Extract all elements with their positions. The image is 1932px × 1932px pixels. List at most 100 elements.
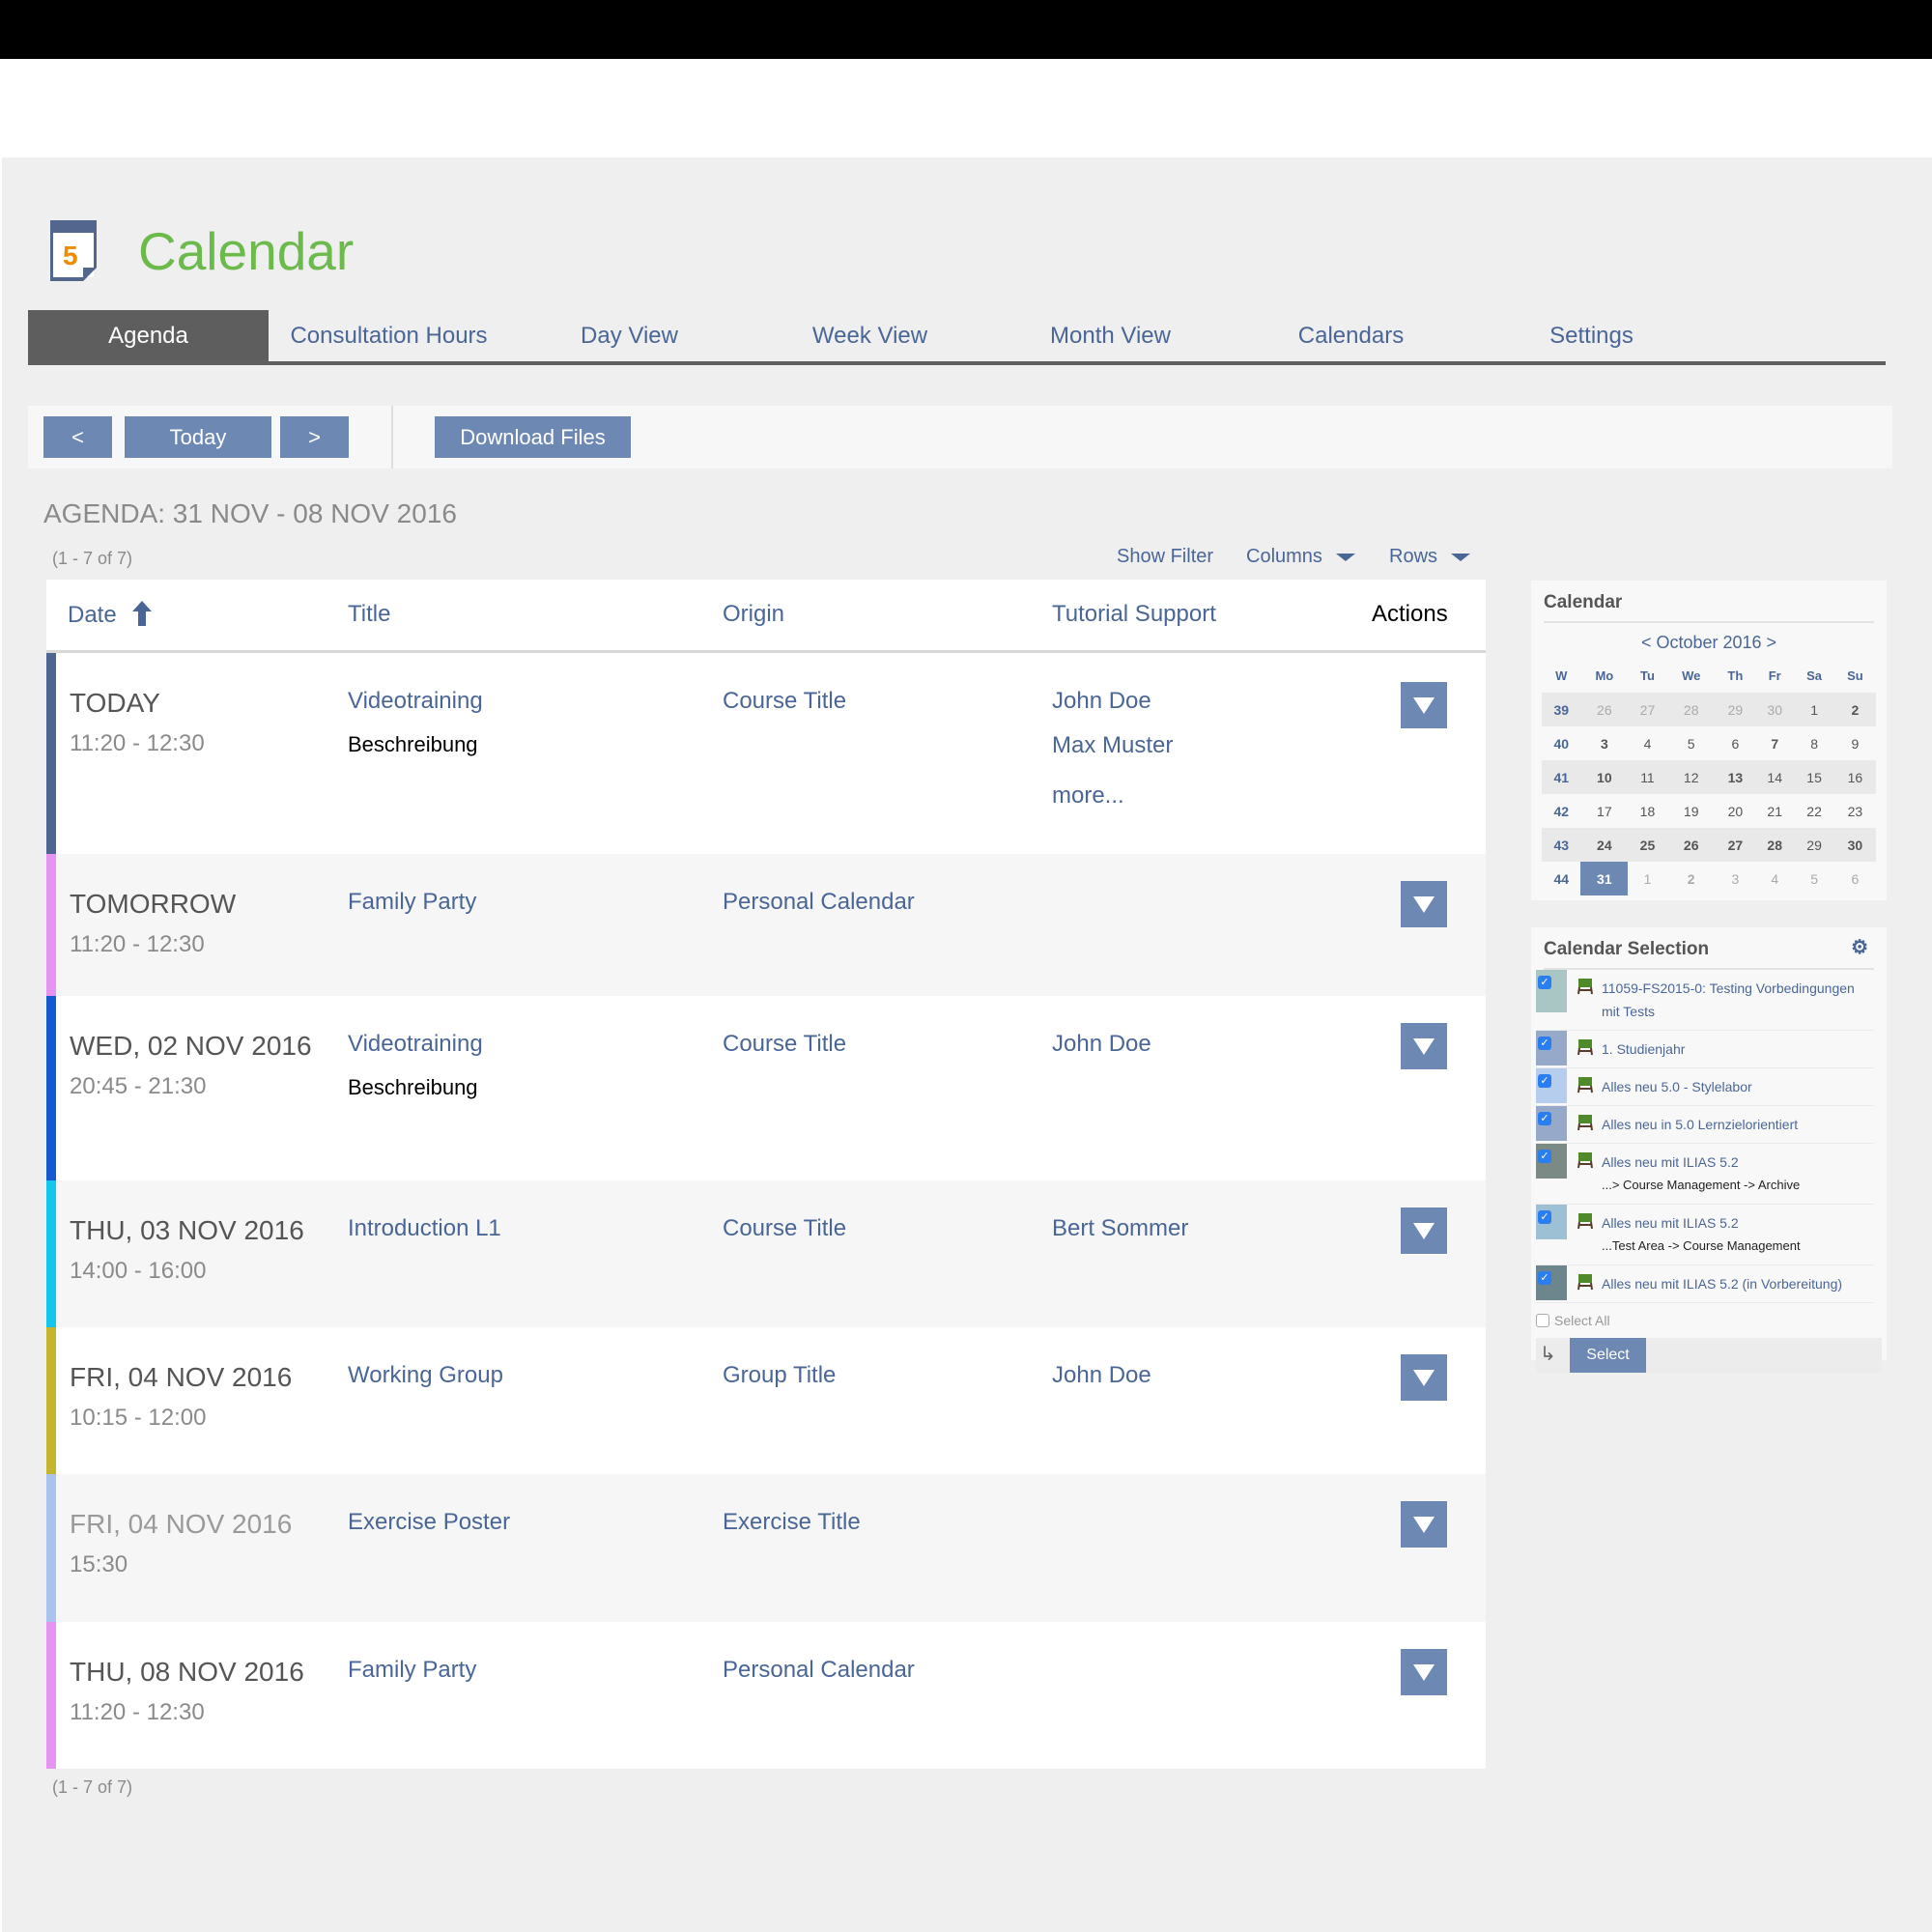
day-cell[interactable]: 2 (1833, 693, 1876, 726)
day-cell[interactable]: 30 (1833, 828, 1876, 862)
tutor-link[interactable]: John Doe (1052, 1362, 1151, 1388)
calendar-checkbox[interactable]: ✓ (1538, 1271, 1551, 1285)
show-filter-link[interactable]: Show Filter (1117, 546, 1214, 567)
day-cell[interactable]: 4 (1771, 870, 1779, 887)
calendar-name-link[interactable]: 11059-FS2015-0: Testing Vorbedingungen m… (1602, 980, 1855, 1019)
column-header-tutorial-support[interactable]: Tutorial Support (1052, 601, 1216, 627)
calendar-checkbox[interactable]: ✓ (1538, 1150, 1551, 1163)
day-cell[interactable]: 10 (1580, 760, 1629, 794)
week-number[interactable]: 41 (1542, 760, 1581, 794)
actions-dropdown-button[interactable] (1401, 682, 1447, 728)
tab-week-view[interactable]: Week View (811, 322, 928, 349)
event-origin-link[interactable]: Exercise Title (723, 1509, 861, 1535)
day-cell[interactable]: 28 (1666, 693, 1716, 726)
day-cell[interactable]: 5 (1687, 735, 1695, 752)
day-cell[interactable]: 3 (1600, 735, 1608, 752)
day-cell[interactable]: 20 (1727, 803, 1744, 819)
calendar-checkbox[interactable]: ✓ (1538, 976, 1551, 989)
tutor-link[interactable]: John Doe (1052, 688, 1151, 714)
day-cell[interactable]: 31 (1580, 862, 1629, 895)
day-cell[interactable]: 14 (1754, 760, 1795, 794)
actions-dropdown-button[interactable] (1401, 1023, 1447, 1069)
event-title-link[interactable]: Exercise Poster (348, 1509, 511, 1535)
actions-dropdown-button[interactable] (1401, 1208, 1447, 1254)
tab-consultation-hours[interactable]: Consultation Hours (290, 322, 488, 349)
day-cell[interactable]: 8 (1810, 735, 1818, 752)
tab-calendars[interactable]: Calendars (1297, 322, 1405, 349)
tab-day-view[interactable]: Day View (581, 322, 678, 349)
calendar-checkbox[interactable]: ✓ (1538, 1210, 1551, 1224)
next-button[interactable]: > (280, 416, 349, 458)
month-navigation[interactable]: < October 2016 > (1640, 633, 1777, 652)
day-cell[interactable]: 15 (1794, 760, 1834, 794)
tab-settings[interactable]: Settings (1549, 322, 1634, 349)
event-title-link[interactable]: Working Group (348, 1362, 503, 1388)
day-cell[interactable]: 6 (1731, 735, 1740, 752)
day-cell[interactable]: 11 (1628, 760, 1667, 794)
day-cell[interactable]: 29 (1794, 828, 1834, 862)
day-cell[interactable]: 1 (1643, 870, 1652, 887)
more-tutors-link[interactable]: more... (1052, 782, 1124, 809)
columns-dropdown[interactable]: Columns (1246, 546, 1355, 568)
week-number[interactable]: 39 (1542, 693, 1581, 726)
event-title-link[interactable]: Family Party (348, 1657, 477, 1683)
tab-agenda[interactable]: Agenda (28, 310, 269, 361)
today-button[interactable]: Today (125, 416, 271, 458)
day-cell[interactable]: 17 (1597, 803, 1612, 819)
download-files-button[interactable]: Download Files (435, 416, 631, 458)
day-cell[interactable]: 12 (1666, 760, 1716, 794)
calendar-name-link[interactable]: Alles neu 5.0 - Stylelabor (1602, 1079, 1752, 1094)
day-cell[interactable]: 27 (1628, 693, 1667, 726)
day-cell[interactable]: 6 (1851, 870, 1860, 887)
actions-dropdown-button[interactable] (1401, 881, 1447, 927)
calendar-name-link[interactable]: Alles neu mit ILIAS 5.2 (1602, 1215, 1739, 1231)
select-all-checkbox[interactable] (1536, 1314, 1549, 1327)
day-cell[interactable]: 25 (1628, 828, 1667, 862)
rows-dropdown[interactable]: Rows (1389, 546, 1471, 568)
day-cell[interactable]: 7 (1771, 735, 1779, 752)
day-cell[interactable]: 9 (1851, 735, 1860, 752)
event-origin-link[interactable]: Personal Calendar (723, 889, 915, 915)
day-cell[interactable]: 28 (1754, 828, 1795, 862)
actions-dropdown-button[interactable] (1401, 1501, 1447, 1548)
day-cell[interactable]: 16 (1833, 760, 1876, 794)
actions-dropdown-button[interactable] (1401, 1354, 1447, 1401)
actions-dropdown-button[interactable] (1401, 1649, 1447, 1695)
day-cell[interactable]: 1 (1794, 693, 1834, 726)
column-header-origin[interactable]: Origin (723, 601, 785, 627)
column-header-date[interactable]: Date (68, 601, 153, 629)
event-origin-link[interactable]: Course Title (723, 688, 847, 714)
day-cell[interactable]: 26 (1666, 828, 1716, 862)
event-origin-link[interactable]: Personal Calendar (723, 1657, 915, 1683)
event-origin-link[interactable]: Course Title (723, 1215, 847, 1241)
day-cell[interactable]: 26 (1580, 693, 1629, 726)
previous-button[interactable]: < (43, 416, 112, 458)
day-cell[interactable]: 21 (1767, 803, 1782, 819)
event-title-link[interactable]: Videotraining (348, 1031, 483, 1057)
day-cell[interactable]: 24 (1580, 828, 1629, 862)
calendar-name-link[interactable]: 1. Studienjahr (1602, 1041, 1686, 1057)
day-cell[interactable]: 22 (1806, 803, 1822, 819)
week-number[interactable]: 40 (1553, 735, 1570, 752)
day-cell[interactable]: 13 (1715, 760, 1755, 794)
calendar-name-link[interactable]: Alles neu mit ILIAS 5.2 (1602, 1154, 1739, 1170)
calendar-checkbox[interactable]: ✓ (1538, 1037, 1551, 1050)
select-button[interactable]: Select (1570, 1338, 1646, 1373)
day-cell[interactable]: 3 (1731, 870, 1740, 887)
day-cell[interactable]: 18 (1639, 803, 1656, 819)
day-cell[interactable]: 19 (1683, 803, 1699, 819)
tutor-link[interactable]: Bert Sommer (1052, 1215, 1189, 1241)
gear-icon[interactable]: ⚙ (1851, 937, 1868, 958)
calendar-checkbox[interactable]: ✓ (1538, 1074, 1551, 1088)
day-cell[interactable]: 2 (1687, 870, 1695, 887)
tab-month-view[interactable]: Month View (1050, 322, 1171, 349)
day-cell[interactable]: 27 (1715, 828, 1755, 862)
calendar-checkbox[interactable]: ✓ (1538, 1112, 1551, 1125)
event-title-link[interactable]: Introduction L1 (348, 1215, 501, 1241)
week-number[interactable]: 42 (1553, 803, 1570, 819)
calendar-name-link[interactable]: Alles neu in 5.0 Lernzielorientiert (1602, 1117, 1799, 1132)
calendar-name-link[interactable]: Alles neu mit ILIAS 5.2 (in Vorbereitung… (1602, 1276, 1843, 1292)
event-title-link[interactable]: Family Party (348, 889, 477, 915)
week-number[interactable]: 43 (1542, 828, 1581, 862)
day-cell[interactable]: 30 (1754, 693, 1795, 726)
